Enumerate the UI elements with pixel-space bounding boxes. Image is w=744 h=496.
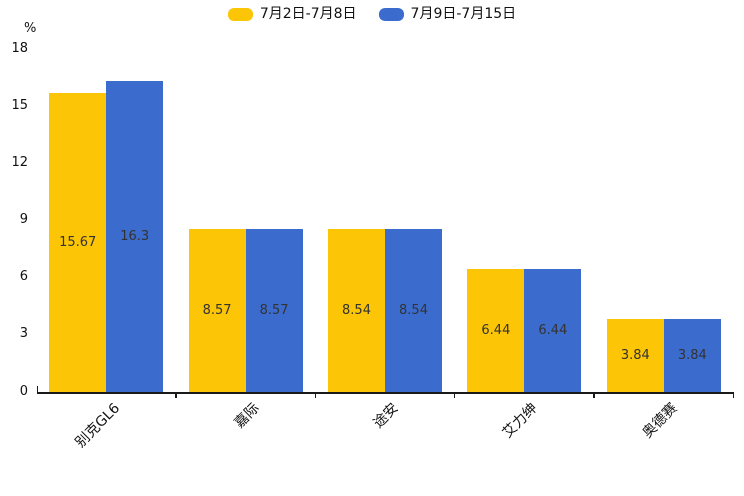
chart-legend: 7月2日-7月8日 7月9日-7月15日 — [0, 7, 744, 21]
y-tick-label: 9 — [19, 212, 28, 227]
bar-series2-2: 8.57 — [245, 228, 303, 392]
x-axis-tick — [314, 392, 317, 398]
bar-series1-2: 8.57 — [188, 228, 246, 392]
legend-item-period2: 7月9日-7月15日 — [378, 6, 517, 22]
bar-series1-5: 3.84 — [606, 318, 664, 392]
x-axis-tick — [593, 392, 595, 398]
x-axis-category-label: 奥德赛 — [639, 400, 681, 442]
x-axis-category-label: 嘉际 — [231, 400, 263, 432]
bar-value-label: 6.44 — [481, 323, 511, 339]
x-axis-category-label: 艾力绅 — [500, 400, 542, 442]
x-axis-category-label: 途安 — [370, 400, 402, 432]
bar-series2-5: 3.84 — [663, 318, 721, 392]
x-axis-tick — [453, 392, 456, 398]
x-axis-line — [36, 392, 734, 394]
legend-item-period1: 7月2日-7月8日 — [227, 6, 357, 22]
bar-series1-4: 6.44 — [467, 269, 525, 392]
y-tick-label: 0 — [19, 383, 28, 399]
y-tick-label: 15 — [11, 97, 28, 113]
bar-value-label: 16.3 — [120, 229, 150, 245]
bar-value-label: 6.44 — [538, 323, 568, 339]
legend-label-period1: 7月2日-7月8日 — [259, 6, 357, 22]
bar-series2-4: 6.44 — [524, 269, 582, 392]
y-tick-label: 3 — [19, 326, 28, 342]
bar-series2-1: 16.3 — [106, 81, 164, 392]
bar-series1-3: 8.54 — [328, 229, 385, 392]
bar-value-label: 8.57 — [202, 302, 232, 318]
x-axis-tick — [732, 392, 735, 398]
legend-swatch-period1 — [227, 7, 253, 21]
bar-value-label: 15.67 — [59, 235, 97, 251]
bar-value-label: 3.84 — [620, 347, 650, 363]
bar-value-label: 8.54 — [399, 303, 428, 319]
bar-series1-1: 15.67 — [49, 93, 107, 392]
bar-value-label: 3.84 — [677, 347, 707, 363]
y-tick-label: 12 — [11, 154, 28, 170]
bar-value-label: 8.57 — [259, 302, 289, 318]
bar-value-label: 8.54 — [342, 303, 371, 319]
legend-label-period2: 7月9日-7月15日 — [410, 6, 517, 22]
y-axis-unit-label: % — [24, 21, 37, 36]
bar-series2-3: 8.54 — [385, 229, 442, 392]
x-axis-category-label: 别克GL6 — [72, 400, 123, 451]
legend-swatch-period2 — [378, 7, 404, 21]
y-tick-label: 6 — [19, 269, 28, 285]
y-tick-label: 18 — [11, 40, 28, 56]
y-axis-stub — [36, 386, 38, 392]
x-axis-tick — [175, 392, 177, 398]
